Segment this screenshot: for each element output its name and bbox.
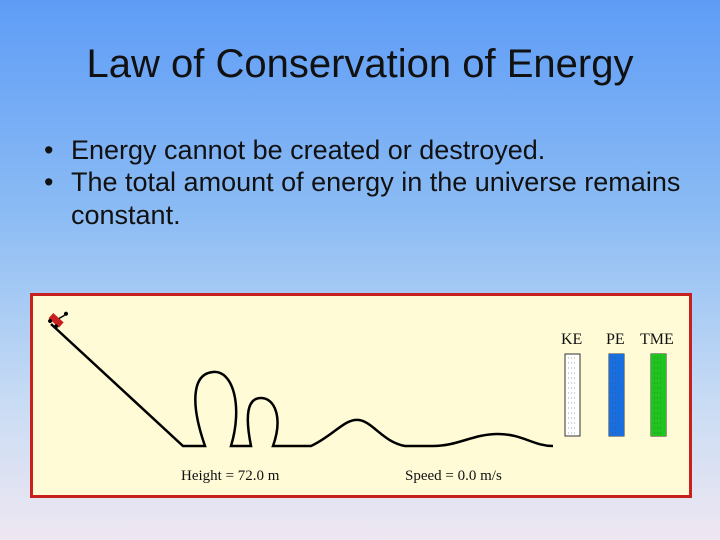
bar-label-ke: KE xyxy=(561,331,583,348)
bullet-dot: • xyxy=(44,167,54,198)
bullet-dot: • xyxy=(44,135,54,165)
slide-title: Law of Conservation of Energy xyxy=(86,42,634,86)
cart-icon xyxy=(48,311,69,329)
simulation-canvas xyxy=(48,311,667,448)
bullet-text: The total amount of energy in the univer… xyxy=(71,167,681,230)
bullet-item: • Energy cannot be created or destroyed. xyxy=(44,134,704,166)
bar-label-pe: PE xyxy=(606,331,625,348)
bullet-list: • Energy cannot be created or destroyed. … xyxy=(44,134,704,231)
tme-bar-fill xyxy=(651,354,666,436)
roller-coaster-simulation: Height = 72.0 m Speed = 0.0 m/s KE PE TM… xyxy=(30,293,692,498)
bullet-text: Energy cannot be created or destroyed. xyxy=(71,135,546,165)
speed-readout: Speed = 0.0 m/s xyxy=(405,468,502,484)
roller-coaster-track xyxy=(50,323,554,448)
bar-label-tme: TME xyxy=(640,331,674,348)
energy-bars xyxy=(564,353,667,437)
pe-bar-fill xyxy=(609,354,624,436)
height-readout: Height = 72.0 m xyxy=(181,468,280,484)
bullet-item: • The total amount of energy in the unive… xyxy=(44,166,704,231)
ke-bar-frame xyxy=(564,353,581,437)
